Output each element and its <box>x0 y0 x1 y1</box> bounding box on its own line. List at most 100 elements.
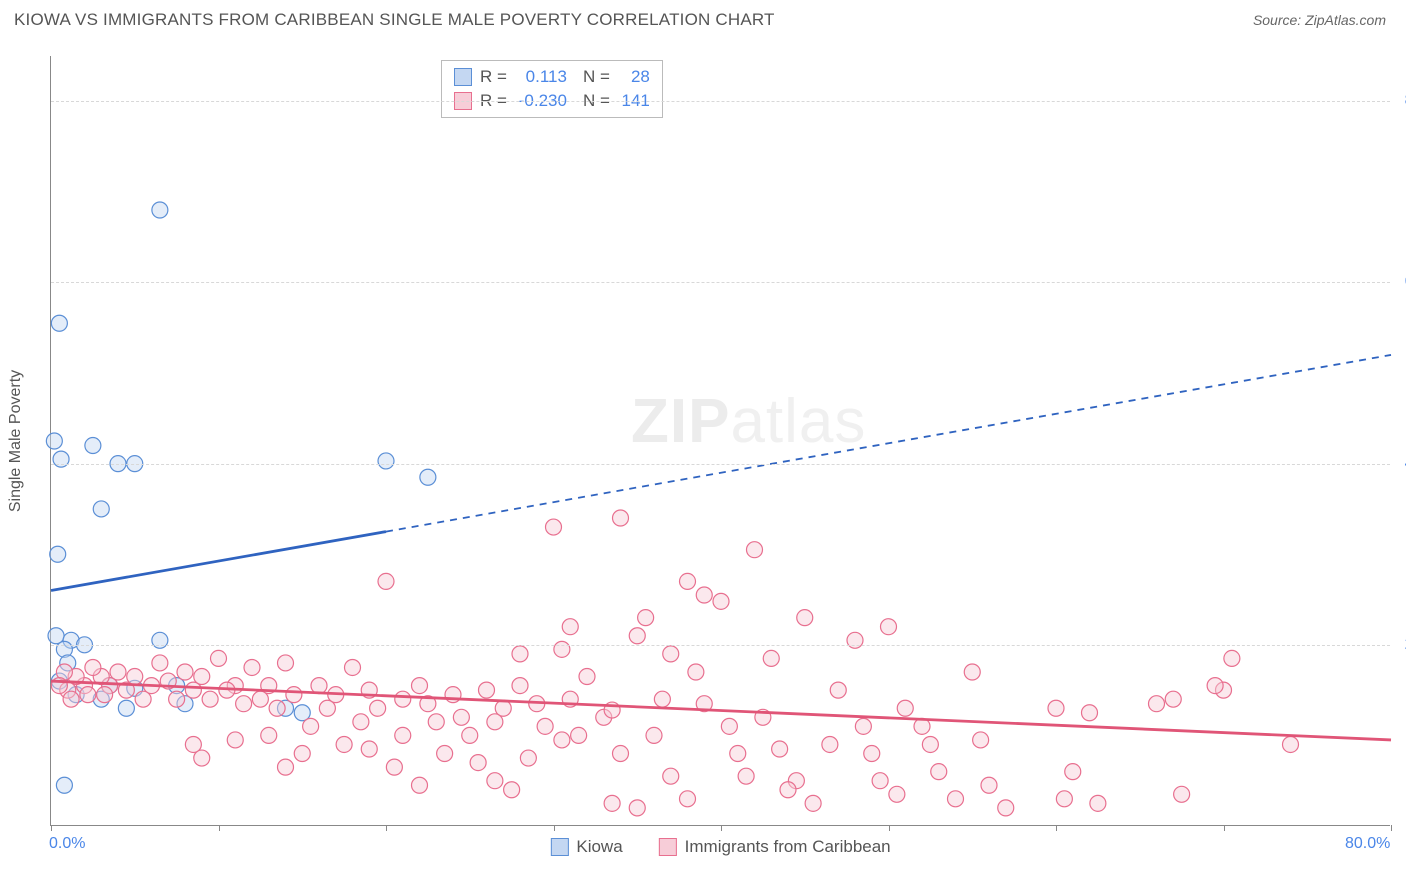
data-point <box>1065 764 1081 780</box>
data-point <box>361 741 377 757</box>
data-point <box>554 732 570 748</box>
plot-area: ZIPatlas R = 0.113 N = 28 R = -0.230 N =… <box>50 56 1390 826</box>
data-point <box>629 628 645 644</box>
data-point <box>571 727 587 743</box>
data-point <box>236 696 252 712</box>
data-point <box>537 718 553 734</box>
legend-label-caribbean: Immigrants from Caribbean <box>685 837 891 857</box>
data-point <box>80 687 96 703</box>
data-point <box>85 438 101 454</box>
data-point <box>294 746 310 762</box>
data-point <box>412 777 428 793</box>
legend-item-kiowa: Kiowa <box>550 837 622 857</box>
data-point <box>286 687 302 703</box>
legend-swatch-caribbean <box>659 838 677 856</box>
data-point <box>546 519 562 535</box>
data-point <box>554 641 570 657</box>
data-point <box>948 791 964 807</box>
x-tick <box>219 825 220 831</box>
data-point <box>211 650 227 666</box>
data-point <box>244 659 260 675</box>
data-point <box>830 682 846 698</box>
data-point <box>964 664 980 680</box>
stats-row-kiowa: R = 0.113 N = 28 <box>454 65 650 89</box>
data-point <box>504 782 520 798</box>
data-point <box>185 682 201 698</box>
correlation-stats-box: R = 0.113 N = 28 R = -0.230 N = 141 <box>441 60 663 118</box>
chart-title: KIOWA VS IMMIGRANTS FROM CARIBBEAN SINGL… <box>14 10 775 30</box>
data-point <box>303 718 319 734</box>
data-point <box>252 691 268 707</box>
data-point <box>53 451 69 467</box>
data-point <box>688 664 704 680</box>
legend: Kiowa Immigrants from Caribbean <box>550 837 890 857</box>
source-attribution: Source: ZipAtlas.com <box>1253 12 1386 28</box>
data-point <box>487 714 503 730</box>
data-point <box>730 746 746 762</box>
x-tick-label: 0.0% <box>49 835 85 853</box>
gridline <box>51 282 1390 283</box>
data-point <box>973 732 989 748</box>
data-point <box>269 700 285 716</box>
trend-line-solid <box>51 532 386 591</box>
data-point <box>353 714 369 730</box>
data-point <box>562 619 578 635</box>
data-point <box>395 691 411 707</box>
trend-line-dashed <box>386 355 1391 532</box>
data-point <box>428 714 444 730</box>
data-point <box>889 786 905 802</box>
data-point <box>437 746 453 762</box>
data-point <box>118 700 134 716</box>
data-point <box>1090 795 1106 811</box>
data-point <box>1174 786 1190 802</box>
swatch-kiowa <box>454 68 472 86</box>
data-point <box>63 691 79 707</box>
data-point <box>395 727 411 743</box>
data-point <box>604 795 620 811</box>
data-point <box>453 709 469 725</box>
data-point <box>646 727 662 743</box>
data-point <box>370 700 386 716</box>
x-tick <box>386 825 387 831</box>
data-point <box>152 202 168 218</box>
data-point <box>613 510 629 526</box>
data-point <box>93 501 109 517</box>
data-point <box>654 691 670 707</box>
data-point <box>46 433 62 449</box>
data-point <box>1149 696 1165 712</box>
x-tick <box>554 825 555 831</box>
scatter-plot-svg <box>51 56 1390 825</box>
data-point <box>747 542 763 558</box>
data-point <box>738 768 754 784</box>
data-point <box>981 777 997 793</box>
x-tick <box>721 825 722 831</box>
data-point <box>479 682 495 698</box>
data-point <box>579 669 595 685</box>
data-point <box>261 727 277 743</box>
x-tick <box>1056 825 1057 831</box>
data-point <box>56 777 72 793</box>
data-point <box>1082 705 1098 721</box>
data-point <box>805 795 821 811</box>
data-point <box>227 732 243 748</box>
data-point <box>85 659 101 675</box>
x-tick <box>51 825 52 831</box>
data-point <box>721 718 737 734</box>
gridline <box>51 645 1390 646</box>
legend-label-kiowa: Kiowa <box>576 837 622 857</box>
data-point <box>50 546 66 562</box>
data-point <box>135 691 151 707</box>
x-tick <box>889 825 890 831</box>
gridline <box>51 464 1390 465</box>
gridline <box>51 101 1390 102</box>
data-point <box>998 800 1014 816</box>
data-point <box>763 650 779 666</box>
data-point <box>51 315 67 331</box>
legend-item-caribbean: Immigrants from Caribbean <box>659 837 891 857</box>
data-point <box>386 759 402 775</box>
data-point <box>663 646 679 662</box>
data-point <box>822 736 838 752</box>
data-point <box>345 659 361 675</box>
data-point <box>470 755 486 771</box>
data-point <box>680 573 696 589</box>
